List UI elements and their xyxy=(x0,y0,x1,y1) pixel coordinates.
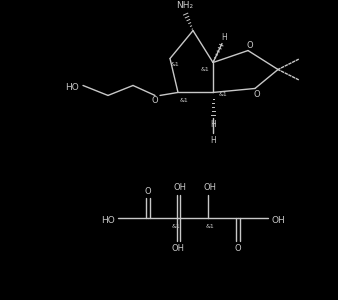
Text: OH: OH xyxy=(171,244,185,253)
Text: O: O xyxy=(254,90,260,99)
Text: H: H xyxy=(221,33,227,42)
Text: &1: &1 xyxy=(172,224,180,229)
Text: H: H xyxy=(210,136,216,145)
Text: O: O xyxy=(145,187,151,196)
Text: &1: &1 xyxy=(206,224,214,229)
Text: OH: OH xyxy=(203,183,217,192)
Text: &1: &1 xyxy=(219,92,227,97)
Text: OH: OH xyxy=(271,216,285,225)
Text: HO: HO xyxy=(101,216,115,225)
Text: &1: &1 xyxy=(171,62,179,67)
Text: OH: OH xyxy=(173,183,187,192)
Text: O: O xyxy=(235,244,241,253)
Text: &1: &1 xyxy=(179,98,188,103)
Text: &1: &1 xyxy=(201,67,209,72)
Text: O: O xyxy=(247,41,253,50)
Text: NH₂: NH₂ xyxy=(176,1,194,10)
Text: HO: HO xyxy=(65,83,79,92)
Text: O: O xyxy=(152,96,158,105)
Text: H: H xyxy=(210,120,216,129)
